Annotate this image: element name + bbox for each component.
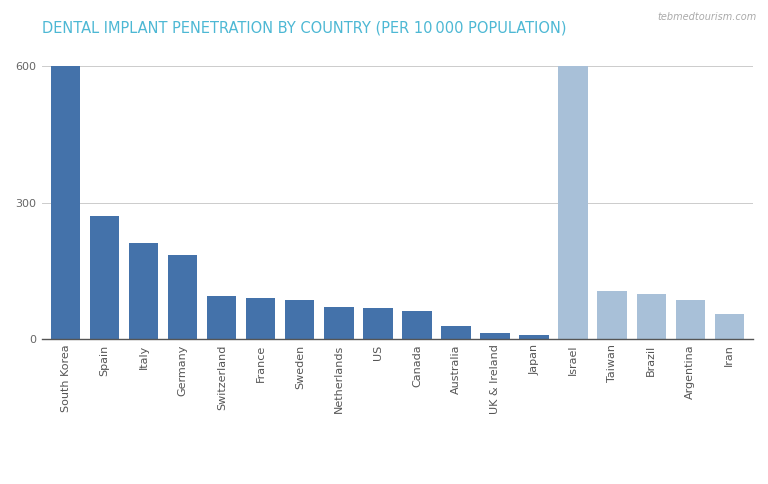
Bar	[90, 216, 119, 339]
Bar	[207, 296, 237, 339]
Bar	[168, 255, 197, 339]
Bar	[247, 298, 276, 339]
Bar	[51, 66, 81, 339]
Bar	[402, 311, 432, 339]
Bar	[442, 326, 471, 339]
Bar	[637, 294, 666, 339]
Bar	[714, 314, 744, 339]
Bar	[481, 333, 510, 339]
Bar	[363, 308, 392, 339]
Text: DENTAL IMPLANT PENETRATION BY COUNTRY (PER 10 000 POPULATION): DENTAL IMPLANT PENETRATION BY COUNTRY (P…	[42, 20, 567, 35]
Bar	[324, 307, 353, 339]
Bar	[129, 243, 158, 339]
Bar	[558, 66, 588, 339]
Bar	[519, 335, 548, 339]
Bar	[598, 291, 627, 339]
Bar	[676, 300, 705, 339]
Bar	[285, 300, 314, 339]
Text: tebmedtourism.com: tebmedtourism.com	[657, 12, 756, 22]
